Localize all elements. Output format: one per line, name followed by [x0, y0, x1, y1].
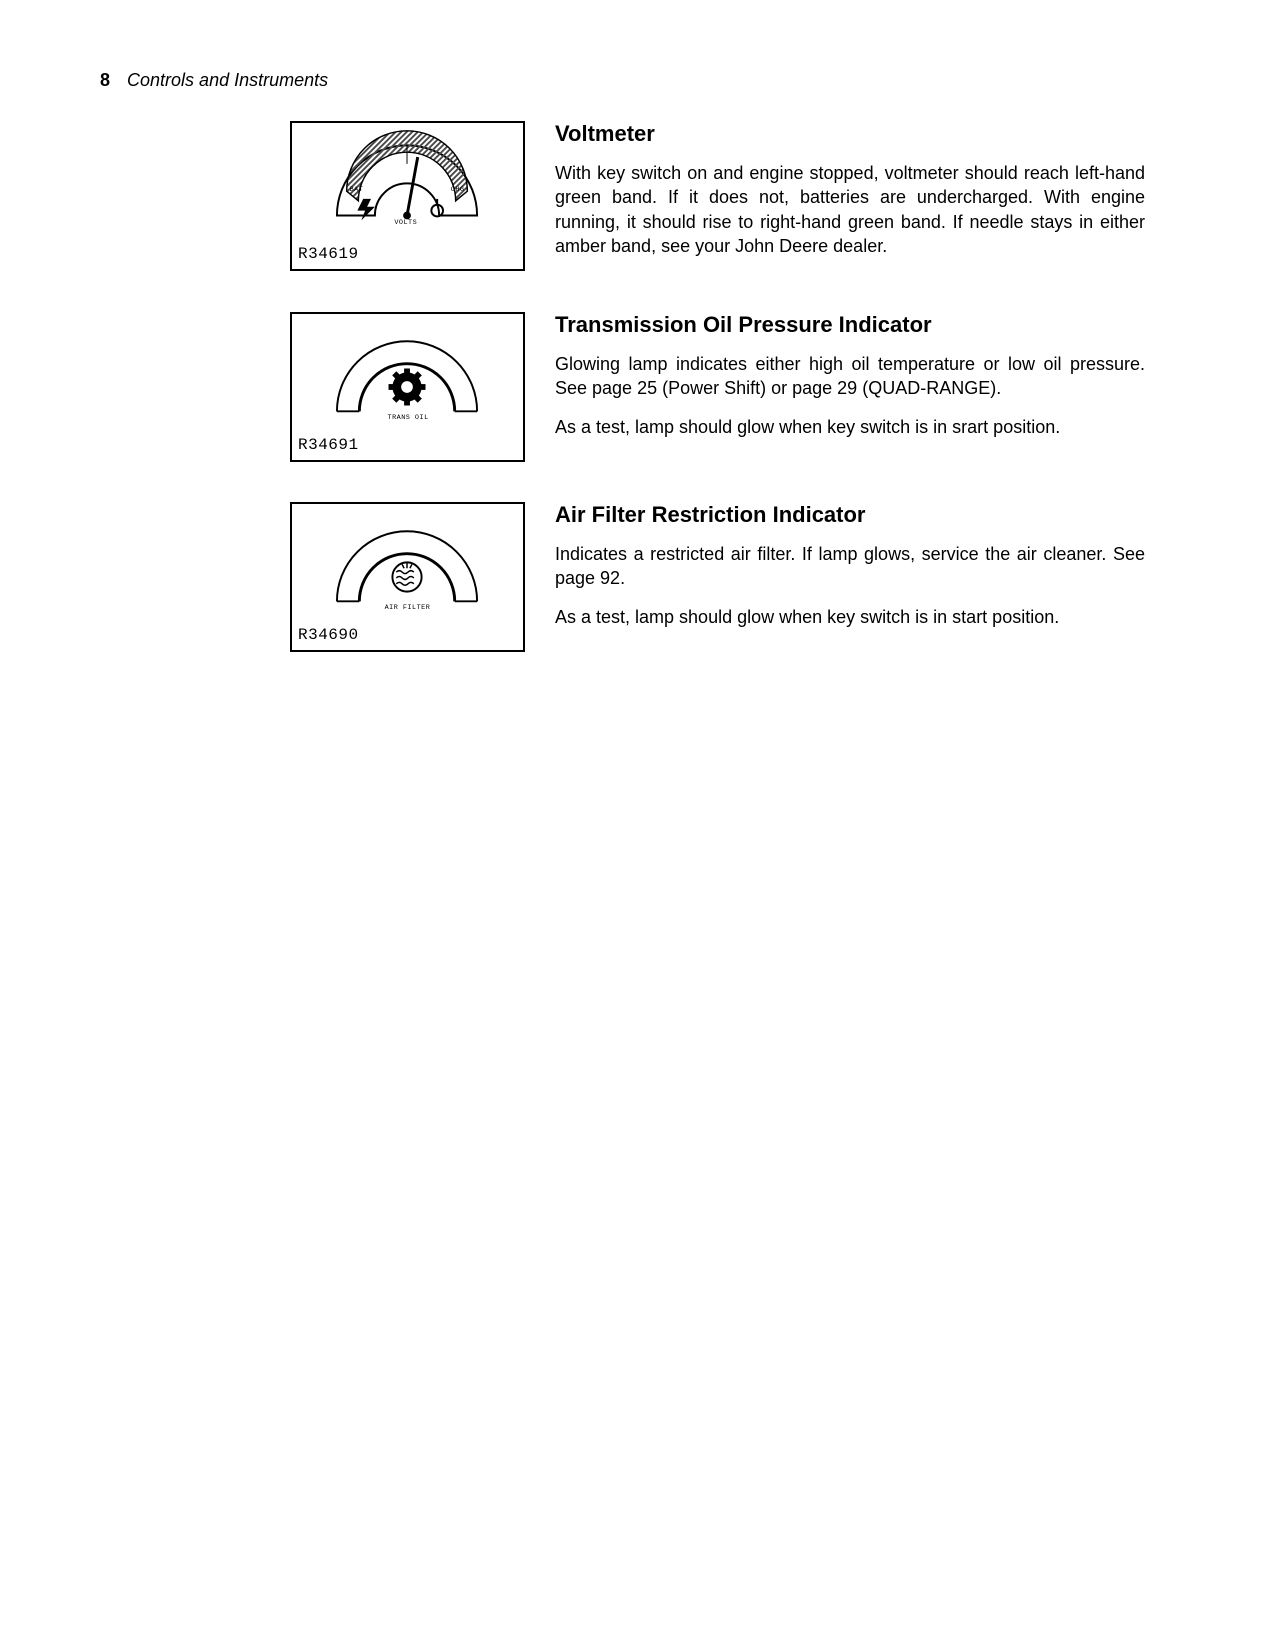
- voltmeter-heading: Voltmeter: [555, 121, 1145, 147]
- trans-oil-heading: Transmission Oil Pressure Indicator: [555, 312, 1145, 338]
- voltmeter-figure: BAT CHG VOLTS R34619: [290, 121, 525, 271]
- body-paragraph: With key switch on and engine stopped, v…: [555, 161, 1145, 258]
- voltmeter-text: Voltmeter With key switch on and engine …: [555, 121, 1145, 272]
- air-filter-heading: Air Filter Restriction Indicator: [555, 502, 1145, 528]
- page-header: 8 Controls and Instruments: [100, 70, 1175, 91]
- body-paragraph: Indicates a restricted air filter. If la…: [555, 542, 1145, 591]
- air-filter-figure: AIR FILTER R34690: [290, 502, 525, 652]
- trans-oil-figure: TRANS OIL R34691: [290, 312, 525, 462]
- air-filter-label: AIR FILTER: [385, 604, 431, 612]
- chg-label: CHG: [451, 186, 465, 194]
- figure-id: R34690: [298, 626, 359, 644]
- body-paragraph: As a test, lamp should glow when key swi…: [555, 605, 1145, 629]
- figure-id: R34691: [298, 436, 359, 454]
- trans-oil-text: Transmission Oil Pressure Indicator Glow…: [555, 312, 1145, 453]
- entry-air-filter: AIR FILTER R34690 Air Filter Restriction…: [290, 502, 1175, 652]
- section-title: Controls and Instruments: [127, 70, 328, 90]
- entry-voltmeter: BAT CHG VOLTS R34619 Voltmeter With key …: [290, 121, 1175, 272]
- body-paragraph: Glowing lamp indicates either high oil t…: [555, 352, 1145, 401]
- air-filter-text: Air Filter Restriction Indicator Indicat…: [555, 502, 1145, 643]
- bat-label: BAT: [350, 186, 364, 194]
- page-number: 8: [100, 70, 110, 90]
- figure-id: R34619: [298, 245, 359, 263]
- manual-page: 8 Controls and Instruments: [0, 0, 1275, 652]
- volts-label: VOLTS: [394, 219, 417, 227]
- entry-trans-oil: TRANS OIL R34691 Transmission Oil Pressu…: [290, 312, 1175, 462]
- trans-oil-label: TRANS OIL: [388, 414, 429, 422]
- body-paragraph: As a test, lamp should glow when key swi…: [555, 415, 1145, 439]
